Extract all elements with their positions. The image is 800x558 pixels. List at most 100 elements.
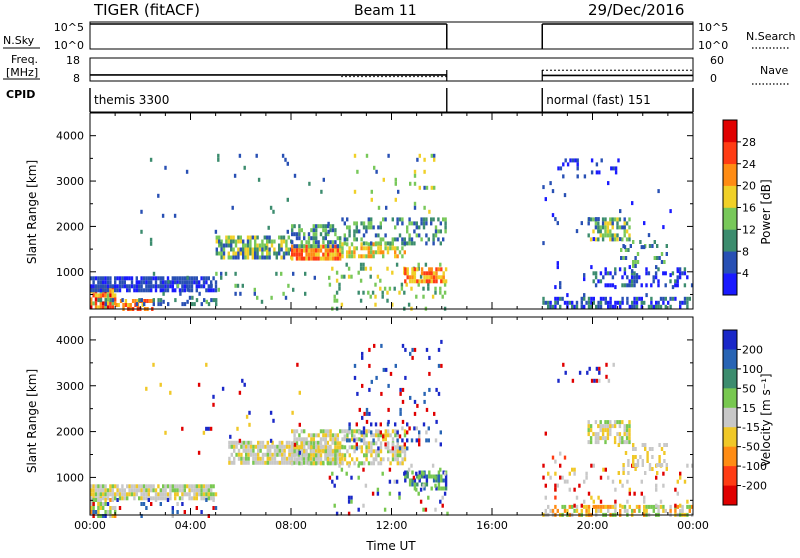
power-cell: [230, 235, 233, 240]
power-cell: [154, 280, 158, 285]
power-cell: [386, 298, 389, 303]
velocity-cell: [157, 484, 160, 489]
velocity-cell: [281, 448, 284, 453]
velocity-cell: [261, 452, 265, 457]
velocity-cell: [363, 411, 366, 416]
power-cell: [171, 284, 174, 289]
velocity-cell: [593, 378, 596, 383]
velocity-cell: [104, 502, 107, 506]
power-cell: [640, 245, 643, 250]
velocity-cell: [554, 487, 557, 492]
velocity-cell: [411, 482, 414, 487]
power-cell: [370, 254, 373, 259]
power-cell: [266, 239, 269, 244]
power-cell: [99, 284, 102, 289]
power-cell: [657, 300, 660, 305]
power-cell: [669, 209, 672, 214]
velocity-cell: [329, 449, 332, 454]
power-cell: [227, 251, 230, 256]
power-cell: [244, 251, 247, 256]
velocity-cell: [444, 486, 448, 491]
power-cell: [307, 232, 311, 237]
velocity-cell: [228, 456, 231, 461]
velocity-cell: [674, 487, 677, 492]
velocity-cell: [195, 492, 198, 497]
power-cell: [282, 255, 286, 260]
velocity-cell: [99, 514, 102, 518]
velocity-cell: [329, 461, 332, 466]
power-cell: [140, 276, 143, 281]
power-cell: [597, 279, 600, 284]
velocity-ylabel: Slant Range [km]: [25, 369, 39, 473]
power-cell: [336, 252, 339, 257]
velocity-cell: [656, 471, 659, 475]
velocity-cell: [382, 437, 385, 442]
velocity-cell: [411, 478, 414, 483]
velocity-cell: [285, 456, 289, 461]
power-cell: [203, 298, 206, 303]
nsky-frame: [89, 21, 694, 50]
power-cell: [246, 243, 250, 248]
velocity-cell: [580, 508, 583, 513]
velocity-cell: [336, 448, 339, 453]
power-cell: [336, 236, 339, 241]
power-cell: [205, 288, 208, 293]
velocity-cell: [437, 486, 441, 491]
power-cell: [386, 241, 390, 246]
velocity-cell: [291, 429, 294, 434]
power-cell: [640, 283, 643, 288]
velocity-cell: [377, 429, 380, 434]
power-cell: [138, 298, 141, 303]
power-cell: [602, 275, 605, 280]
velocity-cell: [272, 418, 275, 423]
power-cell: [346, 254, 349, 259]
velocity-cell: [420, 482, 424, 487]
power-cell: [237, 235, 240, 240]
power-cell: [609, 304, 612, 309]
velocity-cell: [663, 451, 666, 455]
velocity-cell: [360, 438, 363, 443]
power-cell: [286, 197, 289, 202]
velocity-cell: [317, 453, 320, 458]
velocity-cell: [200, 496, 203, 501]
power-cell: [117, 303, 120, 307]
velocity-cell: [169, 492, 172, 497]
velocity-cell: [329, 433, 332, 438]
velocity-colorbar-label: Velocity [m s⁻¹]: [759, 373, 773, 466]
velocity-cell: [372, 441, 375, 446]
velocity-cell: [319, 437, 323, 442]
velocity-cell: [295, 437, 299, 442]
velocity-cell: [104, 510, 107, 514]
power-cell: [614, 166, 618, 171]
velocity-cell: [281, 456, 284, 461]
power-cell: [307, 256, 311, 261]
power-cell: [291, 228, 294, 233]
power-cell: [278, 243, 281, 248]
power-cell: [263, 247, 266, 252]
power-cell: [408, 241, 411, 246]
power-cell: [439, 221, 442, 226]
power-cell: [178, 276, 182, 281]
velocity-cell: [193, 488, 196, 493]
power-cell: [322, 228, 325, 233]
velocity-cell: [440, 478, 443, 483]
velocity-colorbar-swatch: [723, 368, 737, 389]
velocity-cell: [291, 441, 294, 446]
power-cell: [408, 279, 412, 284]
velocity-cell: [396, 445, 399, 450]
velocity-cell: [416, 482, 419, 487]
power-cell: [324, 224, 327, 229]
velocity-cell: [195, 506, 198, 510]
velocity-cell: [123, 492, 126, 497]
power-cell: [382, 250, 385, 255]
power-cell: [669, 296, 672, 301]
velocity-cell: [104, 488, 107, 493]
velocity-cell: [401, 449, 404, 454]
velocity-cell: [164, 492, 167, 497]
power-cell: [212, 288, 215, 293]
power-cell: [386, 250, 390, 255]
power-cell: [246, 247, 250, 252]
velocity-cell: [657, 504, 660, 509]
power-cell: [571, 158, 575, 163]
power-cell: [420, 217, 423, 222]
